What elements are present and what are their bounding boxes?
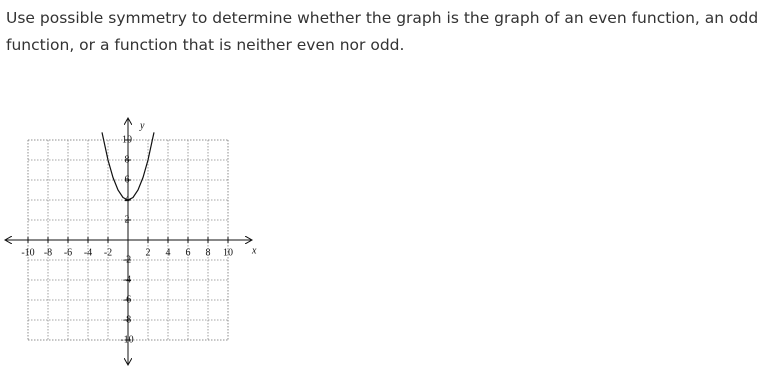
x-tick-label: -2 <box>104 247 112 258</box>
x-tick-label: 6 <box>186 247 191 258</box>
y-tick-label: 8 <box>125 154 130 165</box>
question-text: Use possible symmetry to determine wheth… <box>6 9 759 54</box>
y-tick-label: -10 <box>120 334 133 345</box>
x-tick-label: 4 <box>166 247 171 258</box>
y-tick-label: 2 <box>125 214 130 225</box>
y-tick-label: 10 <box>122 134 132 145</box>
y-tick-label: -4 <box>123 274 131 285</box>
y-axis-label: y <box>139 120 145 131</box>
y-tick-label: -8 <box>123 314 131 325</box>
x-tick-label: 2 <box>146 247 151 258</box>
x-tick-label: -10 <box>21 247 34 258</box>
y-tick-label: 6 <box>125 174 130 185</box>
x-tick-label: 8 <box>206 247 211 258</box>
y-tick-label: -2 <box>123 254 131 265</box>
x-tick-label: -4 <box>84 247 92 258</box>
x-tick-label: -8 <box>44 247 52 258</box>
x-tick-label: 10 <box>223 247 233 258</box>
x-axis-label: x <box>251 245 257 256</box>
function-curve <box>101 132 155 201</box>
y-tick-label: -6 <box>123 294 131 305</box>
x-tick-label: -6 <box>64 247 72 258</box>
